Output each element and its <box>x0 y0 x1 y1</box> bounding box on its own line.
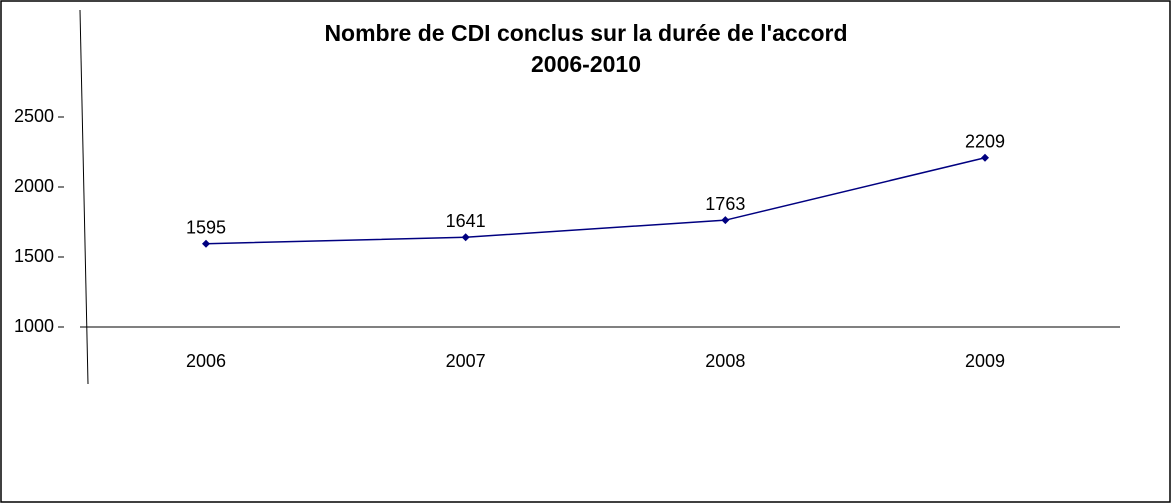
y-tick-label: 2000 <box>14 176 54 196</box>
data-label: 2209 <box>965 131 1005 151</box>
y-axis <box>79 9 89 385</box>
x-tick-label: 2007 <box>446 351 486 371</box>
marker <box>981 153 989 162</box>
data-label: 1595 <box>186 217 226 237</box>
marker <box>721 216 730 225</box>
x-tick-label: 2008 <box>705 351 745 371</box>
y-tick-label: 1000 <box>14 316 54 336</box>
y-tick-label: 2500 <box>14 106 54 126</box>
marker <box>202 239 210 248</box>
chart-title: Nombre de CDI conclus sur la durée de l'… <box>324 20 847 46</box>
x-tick-label: 2009 <box>965 351 1005 371</box>
data-label: 1763 <box>705 194 745 214</box>
chart-subtitle: 2006-2010 <box>531 51 641 77</box>
data-label: 1641 <box>446 211 486 231</box>
line <box>205 157 986 245</box>
y-tick-label: 1500 <box>14 246 54 266</box>
x-tick-label: 2006 <box>186 351 226 371</box>
marker <box>461 233 470 242</box>
